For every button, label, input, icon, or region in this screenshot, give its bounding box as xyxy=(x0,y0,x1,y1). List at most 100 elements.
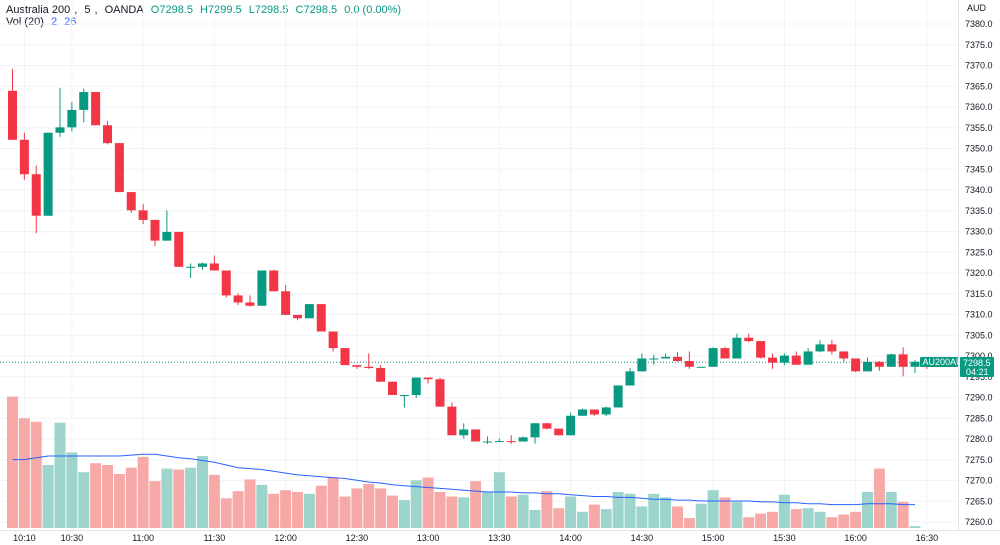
volume-bar xyxy=(862,492,873,528)
candle[interactable] xyxy=(589,409,599,416)
data-source: OANDA xyxy=(104,4,144,16)
candle[interactable] xyxy=(198,262,207,270)
candle[interactable] xyxy=(91,92,101,126)
candle[interactable] xyxy=(304,304,314,319)
candle[interactable] xyxy=(352,365,362,369)
candle[interactable] xyxy=(530,423,540,444)
candle[interactable] xyxy=(138,204,148,225)
candle[interactable] xyxy=(494,438,504,443)
volume-legend[interactable]: Vol (20) 2 26 xyxy=(6,16,80,28)
price-axis[interactable]: 7380.0 7375.0 7370.0 7365.0 7360.0 7355.0 7350… xyxy=(965,19,993,527)
candle[interactable] xyxy=(542,423,552,430)
candle[interactable] xyxy=(281,285,291,315)
candle[interactable] xyxy=(186,263,196,278)
candle[interactable] xyxy=(245,295,255,307)
candle[interactable] xyxy=(150,219,160,247)
candle[interactable] xyxy=(673,352,682,362)
candle[interactable] xyxy=(791,351,801,365)
interval[interactable]: 5 xyxy=(84,4,91,16)
candle[interactable] xyxy=(851,358,861,373)
candle[interactable] xyxy=(613,385,623,408)
candle[interactable] xyxy=(708,347,718,367)
price-tick-label: 7360.0 xyxy=(965,102,993,112)
candle[interactable] xyxy=(756,341,766,359)
candle[interactable] xyxy=(803,348,813,365)
candle-body xyxy=(316,304,326,332)
candle[interactable] xyxy=(720,347,730,359)
candle[interactable] xyxy=(388,381,397,396)
candle[interactable] xyxy=(637,353,647,372)
candle[interactable] xyxy=(257,270,267,306)
candle-body xyxy=(352,365,362,367)
time-axis[interactable]: 10:10 10:30 11:00 11:30 12:00 12:30 13:00 13:30… xyxy=(13,533,938,543)
candle[interactable] xyxy=(293,314,302,321)
candle[interactable] xyxy=(126,192,136,213)
candle[interactable] xyxy=(221,270,231,298)
candle[interactable] xyxy=(910,359,920,374)
candle[interactable] xyxy=(815,340,825,353)
candle[interactable] xyxy=(209,255,219,271)
candle-body xyxy=(744,337,754,342)
volume-bar xyxy=(790,509,802,528)
candle[interactable] xyxy=(886,353,896,367)
last-price-badge[interactable]: AU200AUD 7298.5 04:21 xyxy=(920,357,994,377)
candle[interactable] xyxy=(31,165,41,234)
candle[interactable] xyxy=(839,351,849,362)
candle[interactable] xyxy=(554,428,564,436)
candle[interactable] xyxy=(67,102,77,132)
candle[interactable] xyxy=(566,412,576,436)
candle[interactable] xyxy=(827,340,837,355)
candle[interactable] xyxy=(269,269,279,292)
candle[interactable] xyxy=(364,353,374,369)
candle[interactable] xyxy=(863,357,872,372)
candle[interactable] xyxy=(898,347,908,377)
candle[interactable] xyxy=(55,87,65,137)
candle[interactable] xyxy=(506,435,516,444)
volume-bar xyxy=(280,490,292,528)
candle[interactable] xyxy=(423,377,433,384)
currency-label[interactable]: AUD xyxy=(967,3,987,13)
candle[interactable] xyxy=(661,353,671,359)
volume-indicator-label[interactable]: Vol (20) xyxy=(6,16,44,28)
candle[interactable] xyxy=(447,402,457,436)
candle[interactable] xyxy=(376,365,386,382)
candle[interactable] xyxy=(684,351,694,369)
volume-bar xyxy=(197,456,208,528)
candle[interactable] xyxy=(103,121,112,145)
candle[interactable] xyxy=(779,353,789,366)
candle[interactable] xyxy=(399,395,409,408)
candle[interactable] xyxy=(233,293,243,305)
candle[interactable] xyxy=(328,331,338,352)
candle[interactable] xyxy=(114,143,124,193)
volume-bar xyxy=(351,488,363,528)
candle[interactable] xyxy=(874,360,884,371)
candle[interactable] xyxy=(649,354,659,365)
candle[interactable] xyxy=(19,132,29,180)
candle[interactable] xyxy=(43,132,53,216)
price-tick-label: 7305.0 xyxy=(965,330,993,340)
candle[interactable] xyxy=(162,210,172,241)
candle[interactable] xyxy=(518,436,528,442)
candle[interactable] xyxy=(768,353,777,369)
candle[interactable] xyxy=(744,333,754,343)
candle[interactable] xyxy=(459,423,469,439)
candle[interactable] xyxy=(316,304,326,332)
candle[interactable] xyxy=(732,333,742,359)
candle[interactable] xyxy=(8,68,17,140)
candle[interactable] xyxy=(411,377,421,398)
candle[interactable] xyxy=(578,408,587,416)
price-tick-label: 7335.0 xyxy=(965,206,993,216)
candle[interactable] xyxy=(471,429,481,442)
candle[interactable] xyxy=(340,348,350,366)
candle[interactable] xyxy=(625,368,635,386)
volume-bar xyxy=(612,492,624,528)
candle[interactable] xyxy=(696,366,706,368)
candle[interactable] xyxy=(483,436,492,444)
candle[interactable] xyxy=(601,406,611,417)
symbol-name[interactable]: Australia 200 xyxy=(6,4,71,16)
candle[interactable] xyxy=(435,377,445,407)
candle[interactable] xyxy=(174,231,184,267)
candle[interactable] xyxy=(79,88,89,123)
candles[interactable] xyxy=(8,68,944,444)
